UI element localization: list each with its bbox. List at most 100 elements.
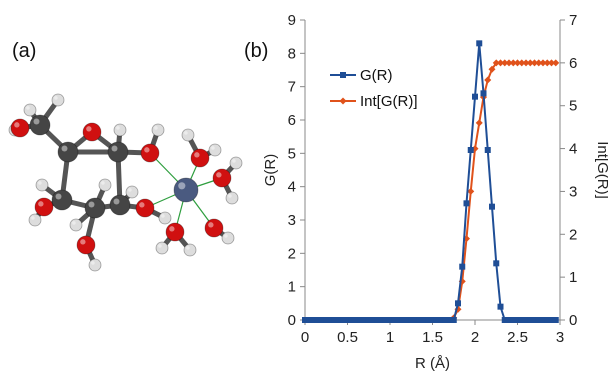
atom-highlight [232, 159, 236, 163]
data-point [548, 317, 555, 323]
data-point [391, 317, 398, 323]
oxygen-atom [135, 198, 155, 218]
atom-highlight [14, 122, 20, 128]
data-point [336, 317, 342, 323]
data-point [446, 317, 453, 323]
hydrogen-atom [35, 178, 49, 192]
atom-highlight [128, 188, 132, 192]
data-point [327, 317, 334, 323]
oxygen-atom [34, 197, 54, 217]
data-point [404, 317, 410, 323]
data-point [459, 263, 466, 270]
data-point [548, 59, 555, 67]
hydrogen-atom [69, 218, 83, 232]
chart-legend: G(R) Int[G(R)] [330, 67, 418, 110]
legend-marker [339, 97, 347, 105]
y2-axis-title: Int[G(R)] [594, 141, 608, 199]
oxygen-atom [190, 148, 210, 168]
data-point [526, 59, 534, 67]
hydrogen-atom [125, 185, 139, 199]
data-point [531, 59, 538, 67]
hydrogen-atom [221, 231, 235, 245]
hydrogen-atom [88, 258, 102, 272]
data-point [540, 317, 546, 323]
molecule-illustration [8, 93, 243, 272]
atom-highlight [116, 126, 120, 130]
data-point [425, 317, 432, 323]
data-point [370, 317, 376, 323]
atom-highlight [158, 244, 162, 248]
data-point [467, 187, 475, 195]
data-point [522, 59, 530, 67]
x-tick-label: 2 [471, 329, 479, 346]
atom-highlight [186, 246, 190, 250]
data-point [484, 76, 492, 84]
hydrogen-atom [183, 243, 197, 257]
y2-tick-label: 1 [569, 269, 577, 286]
data-point [552, 59, 560, 67]
oxygen-atom [76, 235, 96, 255]
data-point [450, 317, 457, 323]
data-point [365, 317, 372, 323]
data-point [514, 317, 521, 323]
legend-marker [340, 72, 346, 78]
y-axis-title: G(R) [262, 154, 279, 187]
data-point [518, 317, 525, 323]
atom-highlight [194, 152, 200, 158]
hydrogen-atom [208, 143, 222, 157]
atom-highlight [211, 146, 215, 150]
y-tick-label: 4 [288, 179, 296, 196]
atom-highlight [38, 181, 42, 185]
data-point [475, 119, 483, 127]
atom-highlight [31, 216, 35, 220]
data-point [429, 317, 436, 323]
chart-axes [300, 19, 565, 325]
atom-highlight [55, 193, 62, 200]
data-point [314, 317, 321, 323]
data-point [539, 59, 547, 67]
data-point [319, 317, 325, 323]
oxygen-atom [204, 218, 224, 238]
data-point [421, 317, 427, 323]
y2-tick-label: 2 [569, 226, 577, 243]
y-tick-label: 0 [288, 312, 296, 329]
data-point [416, 317, 423, 323]
atom-highlight [154, 126, 158, 130]
data-point [408, 317, 415, 323]
data-point [514, 59, 521, 67]
data-point [442, 317, 449, 323]
data-point [387, 317, 393, 323]
atom-highlight [178, 182, 186, 190]
data-point [501, 317, 508, 323]
atom-highlight [72, 221, 76, 225]
x-tick-label: 3 [556, 329, 564, 346]
data-point [523, 317, 529, 323]
data-point [433, 317, 440, 323]
atom-highlight [169, 226, 175, 232]
atom-highlight [228, 194, 232, 198]
data-point [344, 317, 351, 323]
carbon-atom [109, 194, 131, 216]
hydrogen-atom [51, 93, 65, 107]
atom-highlight [86, 126, 92, 132]
data-point [438, 317, 444, 323]
oxygen-atom [165, 222, 185, 242]
y2-tick-label: 4 [569, 141, 577, 158]
data-point [518, 59, 526, 67]
atom-highlight [33, 118, 40, 125]
y-tick-label: 5 [288, 145, 296, 162]
y-tick-label: 3 [288, 212, 296, 229]
oxygen-atom [82, 122, 102, 142]
data-point [527, 317, 534, 323]
data-point [488, 65, 496, 73]
data-point [306, 317, 313, 323]
x-tick-label: 0.5 [337, 329, 358, 346]
atom-highlight [216, 172, 222, 178]
atom-highlight [80, 239, 86, 245]
hydrogen-atom [225, 191, 239, 205]
data-point [497, 59, 504, 67]
carbon-atom [84, 197, 106, 219]
atom-highlight [88, 201, 95, 208]
y2-tick-label: 6 [569, 55, 577, 72]
